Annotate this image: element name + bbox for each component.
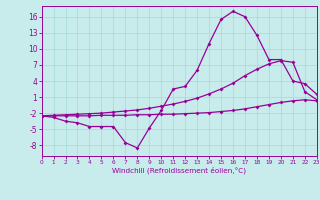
X-axis label: Windchill (Refroidissement éolien,°C): Windchill (Refroidissement éolien,°C) bbox=[112, 167, 246, 174]
